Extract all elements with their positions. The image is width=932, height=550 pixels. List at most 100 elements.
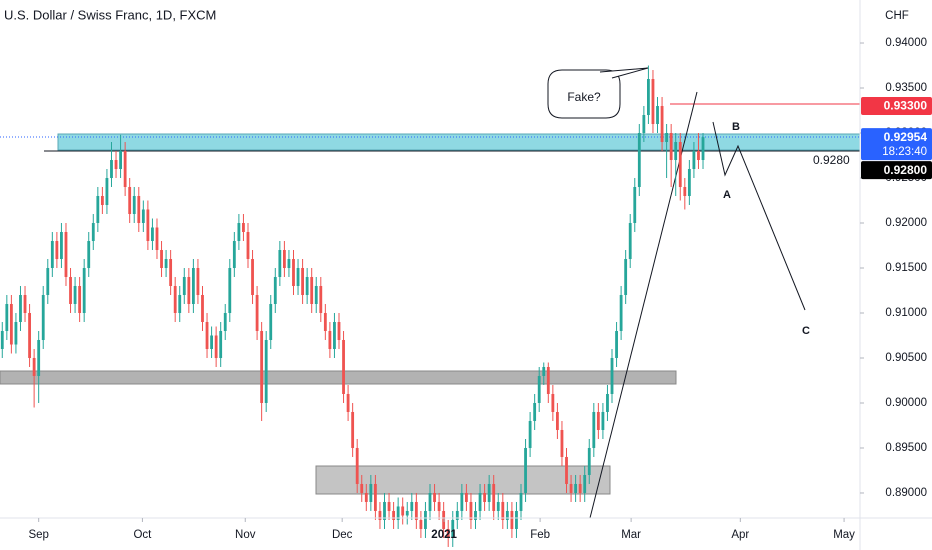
candle-body	[392, 510, 396, 520]
candle-body	[660, 106, 664, 143]
candle-body	[683, 187, 687, 197]
candle-body	[505, 510, 509, 520]
x-tick-label: Mar	[621, 529, 641, 541]
price-tag-label: 0.93300	[884, 99, 928, 113]
candle-body	[269, 303, 273, 340]
annotation: Fake?	[567, 90, 601, 104]
price-axis	[860, 0, 932, 550]
candle-body	[524, 447, 527, 493]
candle-body	[264, 339, 268, 403]
candle-body	[50, 241, 54, 268]
candle-body	[333, 321, 336, 349]
candle-body	[433, 492, 436, 502]
x-tick-label: Dec	[332, 529, 353, 541]
candle-body	[651, 79, 655, 125]
candle-body	[19, 294, 22, 322]
candle-body	[606, 393, 609, 412]
candle-body	[342, 339, 345, 394]
candle-body	[346, 393, 350, 412]
candle-body	[246, 232, 250, 259]
candle-body	[560, 429, 564, 457]
candle-body	[23, 294, 27, 313]
x-tick-label: Sep	[28, 529, 48, 541]
candle-body	[615, 330, 618, 358]
candle-body	[123, 151, 127, 188]
candle-body	[355, 447, 359, 484]
y-tick-label: 0.90000	[885, 397, 927, 409]
candle-body	[401, 506, 405, 516]
price-tag	[861, 161, 932, 180]
candle-body	[528, 420, 532, 448]
candle-body	[642, 115, 646, 134]
candle-body	[137, 196, 141, 224]
candle-body	[128, 187, 132, 215]
candle-body	[565, 456, 568, 484]
y-tick-label: 0.91500	[885, 262, 927, 274]
candle-body	[105, 178, 109, 206]
support-zone	[0, 370, 677, 385]
candle-body	[637, 133, 641, 188]
candle-body	[487, 483, 491, 502]
y-tick-label: 0.89500	[885, 442, 927, 454]
candle-body	[546, 366, 550, 394]
candle-body	[437, 501, 441, 511]
candle-body	[37, 339, 41, 376]
candle-body	[469, 501, 473, 520]
wave-label: C	[802, 325, 810, 337]
y-tick-label: 0.92000	[885, 217, 927, 229]
candle-body	[228, 267, 232, 313]
candle-body	[151, 227, 154, 242]
candle-body	[78, 285, 82, 313]
candle-body	[373, 483, 377, 511]
candle-body	[146, 209, 150, 242]
wave-label: A	[723, 189, 731, 201]
candle-body	[687, 169, 691, 197]
candle-body	[383, 501, 386, 520]
candle-body	[387, 501, 391, 511]
candle-body	[132, 196, 136, 215]
candle-body	[583, 474, 587, 493]
candle-body	[255, 294, 259, 331]
callout-pointer	[599, 67, 649, 79]
candle-body	[424, 510, 427, 529]
candle-body	[301, 267, 305, 295]
candle-body	[351, 411, 355, 448]
candle-body	[697, 151, 700, 161]
candle-body	[60, 232, 63, 259]
candle-body	[64, 232, 68, 277]
candle-body	[396, 506, 400, 520]
y-tick-label: 0.91000	[885, 307, 927, 319]
candle-body	[596, 411, 600, 430]
y-tick-label: 0.93500	[885, 82, 927, 94]
candle-body	[587, 447, 591, 475]
candle-body	[110, 160, 113, 179]
candle-body	[292, 259, 295, 286]
candle-body	[14, 321, 18, 345]
candle-body	[628, 223, 632, 259]
candle-body	[141, 209, 145, 224]
candle-body	[364, 492, 368, 502]
candle-body	[46, 267, 50, 295]
candle-body	[328, 330, 332, 349]
price-tag-label: 0.92800	[884, 163, 928, 177]
candle-body	[223, 312, 227, 331]
candle-body	[656, 106, 659, 125]
x-tick-label: 2021	[431, 529, 457, 541]
candle-body	[100, 196, 104, 206]
candle-body	[405, 510, 409, 516]
candle-body	[455, 510, 459, 520]
candle-body	[337, 321, 341, 340]
candle-body	[251, 259, 254, 295]
candle-body	[533, 402, 537, 421]
candle-body	[592, 411, 596, 448]
candle-body	[378, 510, 382, 520]
candle-body	[169, 259, 173, 286]
candle-body	[701, 137, 705, 161]
candle-body	[555, 411, 559, 430]
candle-body	[41, 294, 45, 340]
candle-body	[73, 285, 77, 304]
candle-body	[674, 142, 678, 161]
x-tick-label: Oct	[133, 529, 152, 541]
